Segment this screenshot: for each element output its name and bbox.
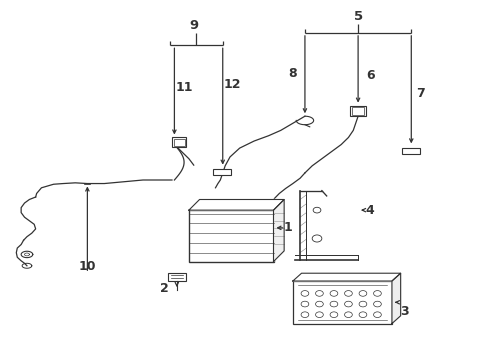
Polygon shape <box>391 273 400 324</box>
Bar <box>174 139 184 146</box>
Text: 1: 1 <box>283 221 292 234</box>
Polygon shape <box>188 199 284 210</box>
Polygon shape <box>273 199 284 261</box>
Bar <box>401 148 419 154</box>
Text: 9: 9 <box>189 19 198 32</box>
Text: 7: 7 <box>416 87 425 100</box>
Text: 3: 3 <box>399 305 407 318</box>
Bar <box>188 210 273 261</box>
Text: 12: 12 <box>223 78 241 91</box>
Bar <box>292 281 391 324</box>
Text: 6: 6 <box>365 69 374 82</box>
Text: 4: 4 <box>365 204 374 217</box>
Bar <box>351 107 363 115</box>
Text: 10: 10 <box>79 260 96 273</box>
Bar <box>168 273 185 281</box>
Text: 11: 11 <box>175 81 192 94</box>
Bar <box>350 105 365 116</box>
Text: 8: 8 <box>288 67 297 80</box>
Polygon shape <box>292 273 400 281</box>
Text: 2: 2 <box>160 282 169 294</box>
Bar <box>213 169 231 175</box>
Text: 5: 5 <box>353 10 362 23</box>
Bar <box>172 138 186 147</box>
